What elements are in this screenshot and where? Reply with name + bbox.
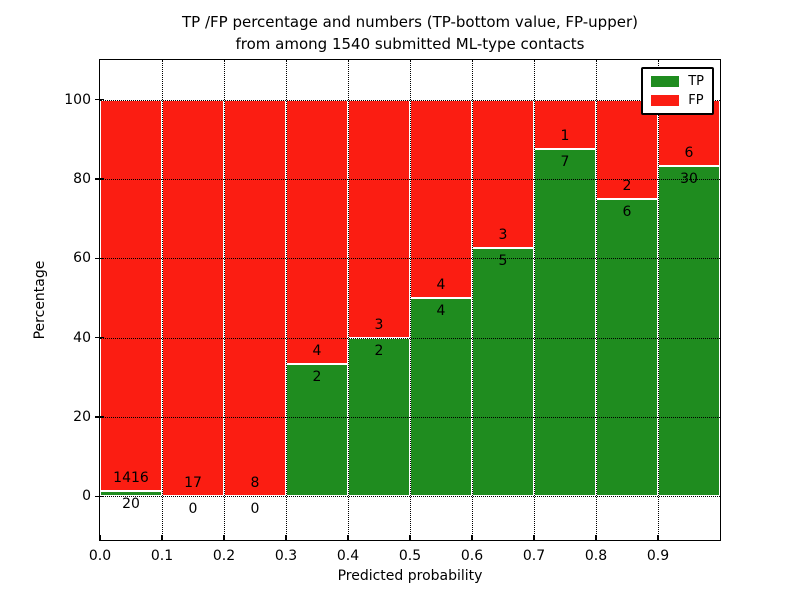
x-gridline	[348, 60, 349, 540]
fp-bar-segment	[162, 99, 224, 497]
x-tick-label: 0.0	[88, 548, 112, 564]
legend-entry: TP	[651, 75, 704, 88]
fp-legend-swatch	[651, 95, 680, 106]
x-gridline	[658, 60, 659, 540]
fp-count-label: 1	[560, 128, 570, 145]
y-tick-mark	[95, 416, 104, 418]
y-gridline	[100, 337, 720, 339]
y-tick-mark	[95, 98, 104, 101]
x-tick-mark	[223, 535, 225, 540]
tp-bar-segment	[596, 198, 658, 497]
tp-count-label: 5	[498, 253, 508, 270]
fp-bar-segment	[596, 99, 658, 199]
y-tick-mark	[95, 178, 104, 180]
fp-count-label: 2	[622, 177, 632, 194]
x-tick-label: 0.6	[460, 548, 484, 564]
y-tick-label: 0	[82, 488, 91, 505]
x-tick-label: 0.3	[274, 548, 298, 564]
fp-count-label: 4	[436, 277, 446, 294]
tp-bar-segment	[472, 248, 534, 497]
y-tick-label: 80	[73, 171, 91, 187]
x-tick-mark	[657, 535, 659, 540]
x-tick-mark	[595, 535, 597, 540]
y-tick-mark	[95, 257, 104, 260]
legend: TP FP	[641, 67, 714, 115]
y-gridline	[100, 417, 720, 419]
x-tick-mark	[533, 535, 535, 540]
tp-bar-segment	[534, 149, 596, 497]
x-gridline	[162, 60, 163, 540]
y-tick-mark	[95, 336, 104, 339]
tp-count-label: 30	[680, 170, 698, 187]
tp-count-label: 4	[436, 303, 446, 320]
fp-count-label: 8	[250, 475, 260, 492]
y-tick-label: 20	[73, 409, 91, 426]
legend-entry: FP	[651, 94, 704, 107]
fp-bar-segment	[100, 99, 162, 491]
y-gridline	[100, 99, 720, 101]
x-tick-label: 0.7	[522, 548, 546, 564]
x-tick-label: 0.9	[646, 548, 670, 564]
y-tick-label: 100	[64, 91, 91, 108]
fp-count-label: 17	[184, 475, 202, 492]
x-gridline	[472, 60, 473, 540]
fp-bar-segment	[224, 99, 286, 497]
fp-bar-segment	[286, 99, 348, 365]
chart-title-line2: from among 1540 submitted ML-type contac…	[235, 35, 585, 53]
x-tick-mark	[285, 535, 287, 540]
y-tick-label: 60	[73, 250, 91, 267]
y-axis-label: Percentage	[32, 260, 48, 340]
x-tick-label: 0.2	[212, 548, 236, 564]
x-gridline	[534, 60, 535, 540]
fp-count-label: 3	[498, 227, 508, 244]
x-tick-label: 0.5	[398, 548, 422, 564]
x-tick-label: 0.4	[336, 548, 360, 564]
x-tick-mark	[471, 535, 473, 540]
fp-bar-segment	[410, 99, 472, 298]
tp-bar-segment	[658, 165, 720, 497]
legend-label: FP	[688, 93, 704, 108]
x-gridline	[286, 60, 287, 540]
tp-bar-segment	[100, 490, 162, 497]
tp-bar-segment	[410, 298, 472, 497]
fp-count-label: 3	[374, 316, 384, 333]
tp-count-label: 0	[250, 501, 260, 518]
chart-title-line1: TP /FP percentage and numbers (TP-bottom…	[182, 13, 638, 31]
fp-count-label: 6	[684, 144, 694, 161]
legend-label: TP	[688, 74, 704, 89]
tp-count-label: 6	[622, 203, 632, 220]
x-gridline	[410, 60, 411, 540]
fp-bar-segment	[472, 99, 534, 249]
tp-count-label: 20	[122, 495, 140, 512]
y-tick-label: 40	[73, 329, 91, 346]
x-tick-mark	[409, 535, 411, 540]
fp-bar-segment	[348, 99, 410, 338]
tp-bar-segment	[286, 364, 348, 497]
y-gridline	[100, 258, 720, 260]
tp-count-label: 2	[312, 369, 322, 386]
y-gridline	[100, 179, 720, 180]
x-tick-label: 0.8	[584, 548, 608, 564]
x-gridline	[596, 60, 597, 540]
x-axis-label: Predicted probability	[337, 568, 483, 584]
plot-area: Predicted probability Percentage TP FP 14…	[32, 59, 721, 584]
tp-legend-swatch	[651, 76, 680, 87]
tp-count-label: 7	[560, 154, 570, 171]
x-gridline	[224, 60, 225, 540]
chart-title: TP /FP percentage and numbers (TP-bottom…	[99, 11, 721, 55]
y-tick-mark	[95, 495, 104, 498]
fp-count-label: 1416	[113, 469, 149, 486]
fp-count-label: 4	[312, 343, 322, 360]
x-tick-mark	[99, 535, 101, 540]
y-gridline	[100, 496, 720, 498]
x-tick-mark	[347, 535, 349, 540]
x-tick-label: 0.1	[150, 548, 174, 564]
tp-count-label: 0	[188, 501, 198, 518]
x-tick-mark	[161, 535, 163, 540]
tp-count-label: 2	[374, 342, 384, 359]
